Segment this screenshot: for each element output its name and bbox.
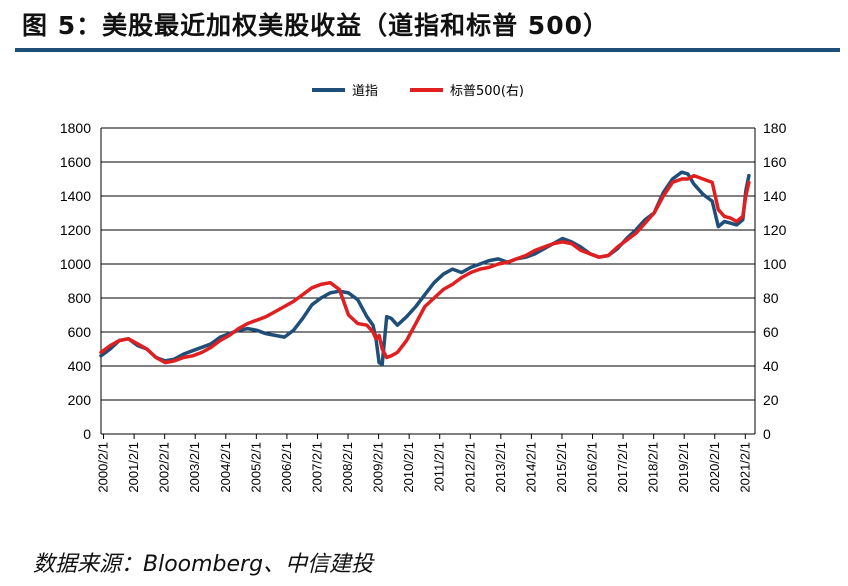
x-tick-label: 2005/2/1 [248, 442, 263, 493]
y-tick-right: 140 [763, 188, 787, 204]
x-tick-label: 2013/2/1 [493, 442, 508, 493]
y-tick-left: 1400 [60, 188, 91, 204]
x-tick-label: 2021/2/1 [737, 442, 752, 493]
x-tick-label: 2004/2/1 [218, 442, 233, 493]
x-tick-label: 2006/2/1 [279, 442, 294, 493]
x-tick-label: 2011/2/1 [432, 442, 447, 492]
x-tick-label: 2001/2/1 [126, 442, 141, 493]
x-tick-label: 2016/2/1 [585, 442, 600, 493]
x-tick-label: 2017/2/1 [615, 442, 630, 493]
x-tick-label: 2000/2/1 [96, 442, 111, 493]
gridlines [101, 127, 755, 401]
y-tick-left: 400 [68, 358, 92, 374]
legend-label-dow: 道指 [352, 84, 378, 99]
y-tick-right: 160 [763, 154, 787, 170]
x-tick-label: 2012/2/1 [462, 442, 477, 493]
y-tick-right: 120 [763, 222, 787, 238]
y-tick-right: 0 [763, 426, 771, 442]
legend-label-sp500: 标普500(右) [450, 84, 524, 99]
x-tick-label: 2019/2/1 [676, 442, 691, 493]
legend: 道指 标普500(右) [312, 84, 524, 99]
y-tick-right: 180 [763, 120, 787, 136]
x-tick-label: 2003/2/1 [187, 442, 202, 493]
x-tick-label: 2020/2/1 [707, 442, 722, 493]
y-tick-left: 600 [68, 324, 92, 340]
x-tick-label: 2010/2/1 [401, 442, 416, 493]
series-line-sp500 [99, 173, 751, 365]
x-tick-label: 2009/2/1 [371, 442, 386, 493]
y-tick-right: 60 [763, 324, 779, 340]
title-divider [15, 48, 840, 52]
x-tick-label: 2002/2/1 [157, 442, 172, 493]
y-tick-right: 100 [763, 256, 787, 272]
x-tick-label: 2008/2/1 [340, 442, 355, 493]
axes: 0 200 400 600 800 1000 1200 1400 1600 1800 0 20 40 60… [60, 120, 787, 493]
y-tick-right: 40 [763, 358, 779, 374]
x-tick-label: 2007/2/1 [309, 442, 324, 493]
y-tick-left: 1000 [60, 256, 91, 272]
chart-title: 图 5：美股最近加权美股收益（道指和标普 500） [22, 11, 609, 40]
x-tick-label: 2014/2/1 [523, 442, 538, 493]
y-tick-left: 200 [68, 392, 92, 408]
y-tick-right: 80 [763, 290, 779, 306]
x-tick-label: 2015/2/1 [554, 442, 569, 493]
y-tick-left: 1800 [60, 120, 91, 136]
series-layer [99, 170, 751, 367]
y-tick-left: 1200 [60, 222, 91, 238]
data-source: 数据来源：Bloomberg、中信建投 [33, 552, 374, 577]
series-line-dow [99, 170, 751, 367]
y-tick-left: 0 [83, 426, 91, 442]
y-tick-left: 1600 [60, 154, 91, 170]
x-tick-label: 2018/2/1 [646, 442, 661, 493]
y-tick-right: 20 [763, 392, 779, 408]
y-tick-left: 800 [68, 290, 92, 306]
